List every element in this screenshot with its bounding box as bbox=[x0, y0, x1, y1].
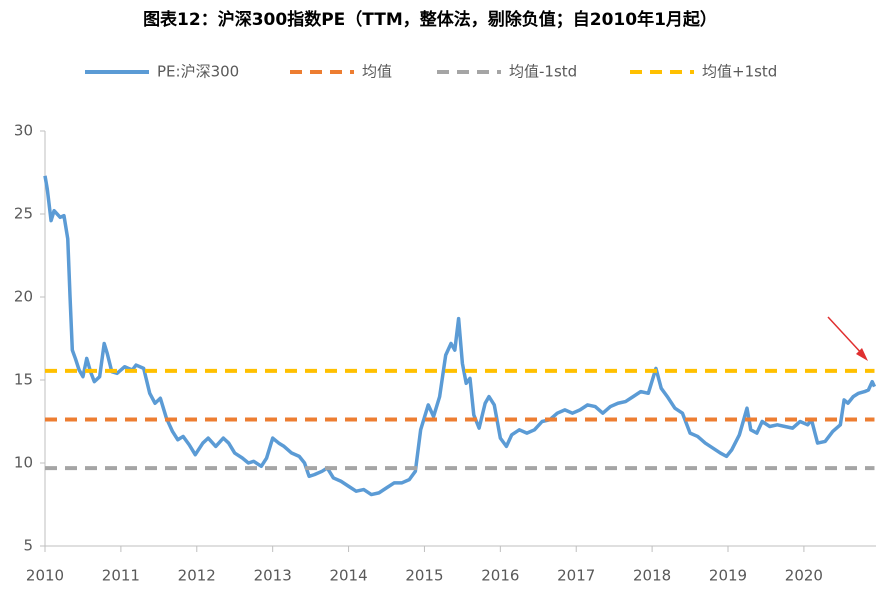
data-line bbox=[43, 175, 877, 497]
y-tick-label: 5 bbox=[23, 537, 33, 555]
x-tick-label: 2014 bbox=[329, 567, 367, 585]
x-tick-label: 2013 bbox=[254, 567, 292, 585]
legend-label: 均值 bbox=[362, 63, 392, 81]
y-tick-label: 10 bbox=[14, 454, 33, 472]
annotation-arrowhead bbox=[856, 348, 868, 361]
legend-label: 均值-1std bbox=[509, 63, 577, 81]
y-tick-label: 20 bbox=[14, 288, 33, 306]
legend-label: 均值+1std bbox=[702, 63, 777, 81]
y-tick-label: 25 bbox=[14, 205, 33, 223]
x-tick-label: 2012 bbox=[178, 567, 216, 585]
chart-title: 图表12：沪深300指数PE（TTM，整体法，剔除负值；自2010年1月起） bbox=[143, 9, 717, 30]
x-tick-label: 2011 bbox=[102, 567, 140, 585]
x-tick-label: 2017 bbox=[557, 567, 595, 585]
x-tick-label: 2018 bbox=[633, 567, 671, 585]
x-tick-label: 2015 bbox=[405, 567, 443, 585]
x-tick-label: 2020 bbox=[785, 567, 823, 585]
y-tick-label: 15 bbox=[14, 371, 33, 389]
annotation-arrow bbox=[827, 316, 865, 357]
legend-label: PE:沪深300 bbox=[157, 63, 239, 81]
x-tick-label: 2019 bbox=[709, 567, 747, 585]
x-tick-label: 2016 bbox=[481, 567, 519, 585]
y-tick-label: 30 bbox=[14, 122, 33, 140]
x-tick-label: 2010 bbox=[26, 567, 64, 585]
